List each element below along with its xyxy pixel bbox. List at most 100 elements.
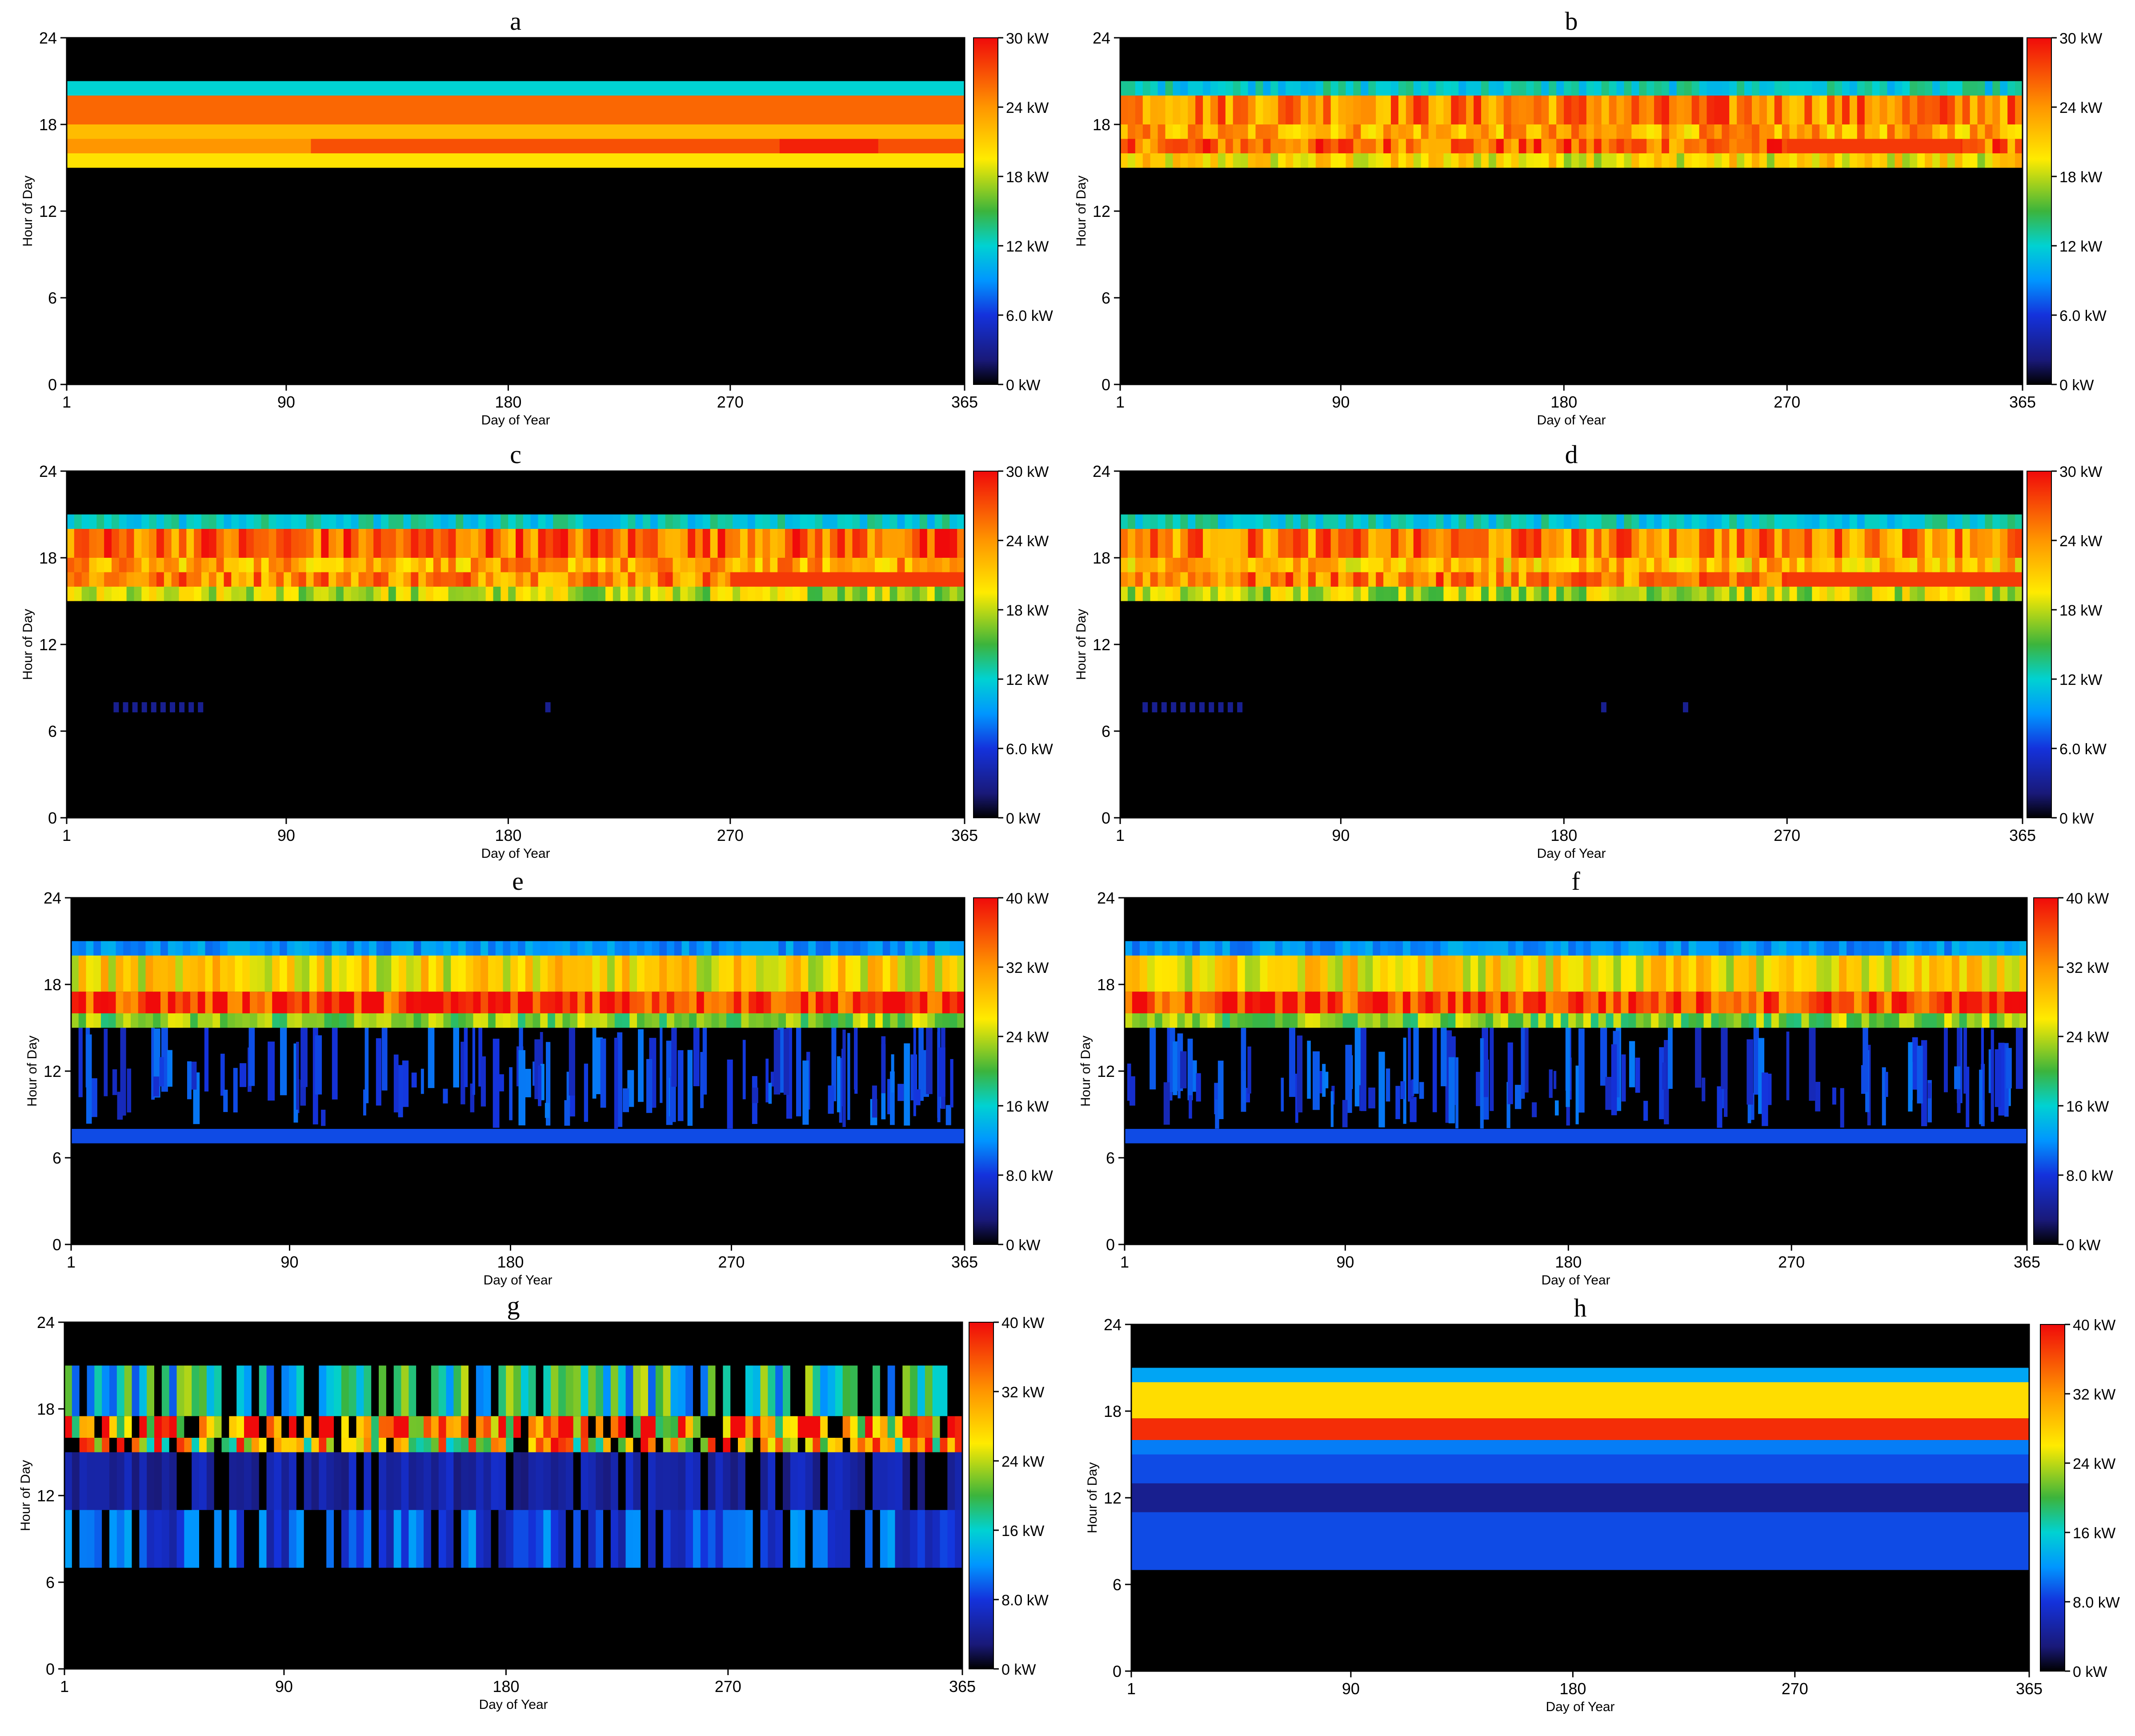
heatmap-cell [326, 1510, 334, 1568]
heatmap-cell [1196, 1073, 1201, 1102]
heatmap-cell [797, 1416, 806, 1438]
heatmap-cell [294, 941, 303, 956]
heatmap-cell [1887, 558, 1895, 572]
heatmap-cell [411, 1072, 417, 1088]
heatmap-cell [1631, 96, 1640, 124]
heatmap-cell [1230, 1013, 1238, 1028]
heatmap-cell [1774, 153, 1783, 168]
heatmap-cell [485, 587, 494, 601]
heatmap-cell [663, 1452, 671, 1510]
heatmap-cell [1135, 558, 1143, 572]
heatmap-cell [1335, 941, 1343, 956]
heatmap-cell [1794, 992, 1802, 1013]
heatmap-cell [291, 514, 299, 529]
heatmap-cell [1248, 153, 1256, 168]
x-tick-label: 180 [495, 826, 521, 844]
heatmap-cell [287, 992, 295, 1013]
heatmap-cell [1714, 81, 1722, 96]
plot-area [1125, 941, 2027, 1144]
heatmap-cell [1759, 514, 1767, 529]
heatmap-cell [756, 1013, 764, 1028]
heatmap-cell [1932, 81, 1940, 96]
heatmap-cell [1290, 992, 1298, 1013]
heatmap-cell [1342, 1013, 1351, 1028]
heatmap-cell [1654, 572, 1662, 587]
heatmap-cell [1346, 529, 1354, 558]
heatmap-cell [927, 514, 935, 529]
heatmap-cell [837, 1056, 841, 1112]
colorbar-label: 24 kW [1006, 1029, 1049, 1046]
heatmap-cell [1937, 956, 1945, 992]
heatmap-cell [206, 1365, 215, 1416]
heatmap-band [67, 587, 965, 601]
heatmap-cell [179, 558, 187, 572]
heatmap-cell [605, 572, 613, 587]
heatmap-cell [1293, 81, 1301, 96]
heatmap-cell [1267, 956, 1276, 992]
heatmap-cell [553, 529, 561, 558]
heatmap-cell [592, 941, 601, 956]
heatmap-cell [940, 1438, 948, 1452]
heatmap-cell [1914, 956, 1923, 992]
heatmap-cell [741, 941, 749, 956]
heatmap-cell [458, 992, 466, 1013]
heatmap-cell [1763, 941, 1772, 956]
heatmap-cell [1676, 139, 1685, 153]
heatmap-cell [1643, 956, 1652, 992]
heatmap-cell [912, 514, 920, 529]
heatmap-cell [1631, 514, 1640, 529]
heatmap-cell [1763, 1013, 1772, 1028]
heatmap-cell [1857, 153, 1865, 168]
heatmap-cell [1703, 992, 1712, 1013]
heatmap-cell [605, 587, 613, 601]
heatmap-cell [1458, 139, 1467, 153]
heatmap-cell [1711, 956, 1719, 992]
heatmap-cell [749, 956, 757, 992]
heatmap-cell [1125, 941, 1133, 956]
heatmap-cell [775, 1510, 783, 1568]
heatmap-cell [775, 1365, 783, 1416]
heatmap-cell [1917, 124, 1926, 139]
heatmap-cell [124, 1416, 132, 1438]
heatmap-cell [738, 1452, 746, 1510]
heatmap-cell [1985, 81, 1993, 96]
heatmap-cell [1488, 587, 1497, 601]
heatmap-cell [1922, 1013, 1930, 1028]
heatmap-cell [1729, 124, 1738, 139]
heatmap-cell [1368, 96, 1377, 124]
heatmap-cell [1541, 96, 1550, 124]
heatmap-cell [1977, 153, 1986, 168]
colorbar-label: 8.0 kW [1006, 1168, 1053, 1184]
heatmap-cell [823, 1013, 831, 1028]
heatmap-cell [1571, 529, 1579, 558]
heatmap-cell [905, 514, 913, 529]
heatmap-cell [1436, 139, 1444, 153]
heatmap-cell [1985, 558, 1993, 572]
heatmap-cell [117, 1092, 123, 1120]
heatmap-cell [1914, 941, 1923, 956]
heatmap-cell [1403, 1037, 1406, 1124]
heatmap-cell [875, 514, 883, 529]
heatmap-cell [1323, 81, 1331, 96]
heatmap-cell [131, 941, 139, 956]
panel-title: h [1574, 1293, 1587, 1322]
heatmap-cell [1345, 1044, 1352, 1113]
heatmap-cell [1654, 529, 1662, 558]
heatmap-cell [704, 992, 712, 1013]
heatmap-cell [1872, 529, 1880, 558]
heatmap-cell [1383, 139, 1391, 153]
heatmap-cell [1749, 1013, 1757, 1028]
heatmap-cell [518, 956, 526, 992]
heatmap-cell [94, 1438, 103, 1452]
heatmap-cell [1541, 124, 1550, 139]
heatmap-cell [1451, 572, 1459, 587]
heatmap-cell [1203, 587, 1211, 601]
heatmap-cell [1413, 81, 1422, 96]
heatmap-cell [1797, 153, 1805, 168]
heatmap-cell [1436, 572, 1444, 587]
heatmap-cell [1398, 153, 1406, 168]
heatmap-cell [364, 1452, 372, 1510]
heatmap-cell [1643, 1100, 1648, 1121]
heatmap-band [71, 956, 965, 992]
heatmap-cell [1342, 992, 1351, 1013]
